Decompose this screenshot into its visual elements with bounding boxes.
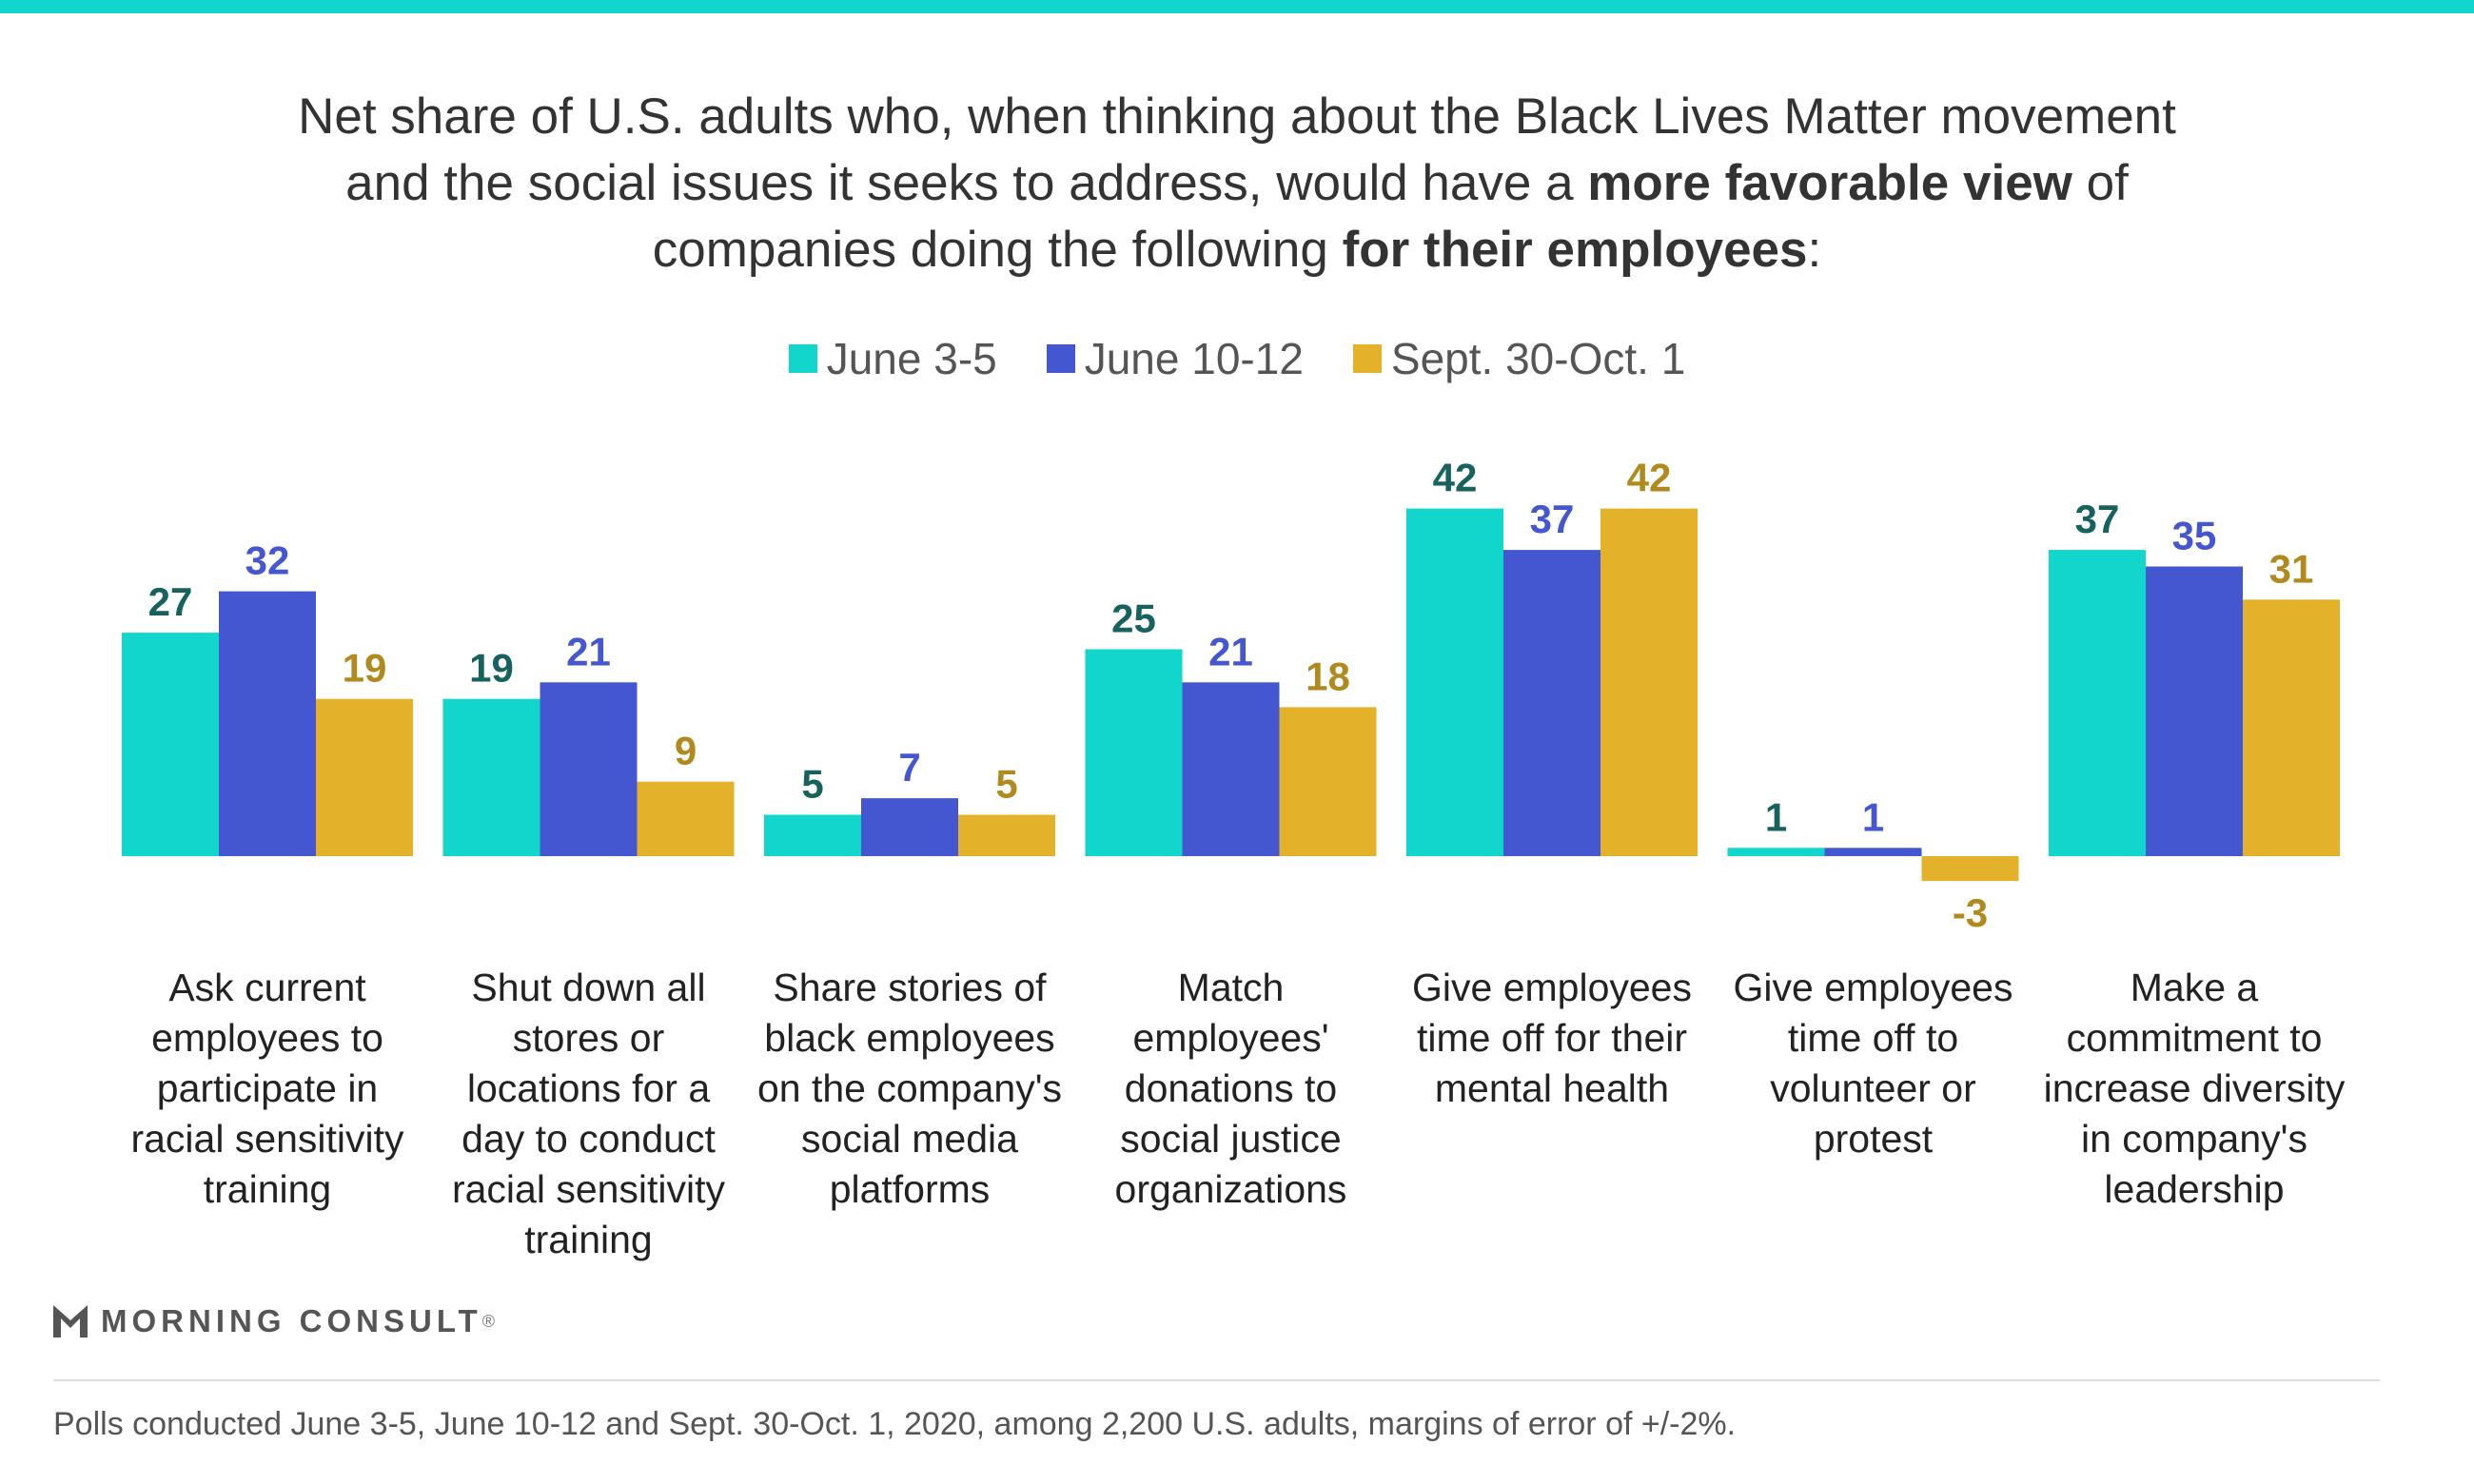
- bar-value-label: 7: [898, 745, 920, 790]
- legend-swatch: [788, 344, 817, 373]
- bar-value-label: 25: [1111, 596, 1156, 641]
- category-label: Shut down all stores or locations for a day…: [452, 966, 726, 1261]
- bar: [2049, 550, 2146, 856]
- category-label: Make a commitment to increase diversity in …: [2044, 966, 2346, 1211]
- legend-label: June 10-12: [1084, 334, 1304, 383]
- bar: [1600, 508, 1698, 856]
- bar: [1824, 848, 1922, 856]
- bar-value-label: 18: [1306, 654, 1350, 698]
- bar-value-label: 9: [675, 729, 697, 773]
- bar-value-label: 21: [1208, 629, 1253, 674]
- footnote: Polls conducted June 3-5, June 10-12 and…: [53, 1406, 1737, 1442]
- bar: [2146, 566, 2243, 856]
- bar-value-label: 27: [148, 579, 193, 624]
- morning-consult-logo-icon: [53, 1305, 88, 1338]
- bar: [764, 814, 861, 856]
- category-label: Ask current employees to participate in rac…: [130, 966, 404, 1211]
- bar: [861, 798, 958, 856]
- bar: [219, 591, 316, 856]
- brand-logo: MORNING CONSULT ®: [53, 1303, 495, 1339]
- legend-item-sept-30-oct-1: Sept. 30-Oct. 1: [1352, 333, 1686, 384]
- brand-name: MORNING CONSULT: [101, 1303, 482, 1338]
- bar: [1727, 848, 1825, 856]
- bar-value-label: 5: [801, 762, 823, 807]
- bar: [540, 682, 638, 856]
- category-label: Share stories of black employees on the co…: [757, 966, 1062, 1211]
- bar-value-label: 42: [1627, 456, 1672, 500]
- bar: [1503, 550, 1600, 856]
- top-accent-bar: [0, 0, 2474, 13]
- bar-value-label: 35: [2172, 514, 2217, 558]
- bar-value-label: 37: [2075, 497, 2120, 541]
- chart-legend: June 3-5 June 10-12 Sept. 30-Oct. 1: [0, 333, 2474, 384]
- bar: [442, 698, 540, 856]
- bar-value-label: 1: [1862, 794, 1884, 839]
- category-label: Give employees time off to volunteer or pro…: [1734, 966, 2013, 1161]
- legend-item-june-3-5: June 3-5: [788, 333, 997, 384]
- legend-swatch: [1046, 344, 1075, 373]
- bar-value-label: -3: [1953, 890, 1988, 935]
- bar-value-label: 37: [1530, 497, 1575, 541]
- bar: [1279, 707, 1377, 856]
- brand-registered-mark: ®: [481, 1311, 495, 1331]
- bar: [637, 781, 735, 856]
- bar-value-label: 5: [995, 762, 1017, 807]
- category-label: Give employees time off for their mental h…: [1412, 966, 1692, 1110]
- bar-value-label: 19: [469, 646, 514, 691]
- footer-divider: [53, 1379, 2380, 1381]
- bar: [316, 698, 413, 856]
- bar-value-label: 42: [1433, 456, 1478, 500]
- bar-value-label: 1: [1765, 794, 1787, 839]
- legend-label: June 3-5: [826, 334, 997, 383]
- chart-title: Net share of U.S. adults who, when think…: [298, 88, 2176, 278]
- legend-swatch: [1352, 344, 1382, 373]
- bar-value-label: 21: [566, 629, 611, 674]
- bar: [1085, 649, 1183, 856]
- bar: [958, 814, 1055, 856]
- bar-value-label: 19: [343, 646, 387, 691]
- bar: [1921, 856, 2019, 882]
- legend-item-june-10-12: June 10-12: [1046, 333, 1304, 384]
- category-label: Match employees' donations to social justic…: [1115, 966, 1347, 1211]
- legend-label: Sept. 30-Oct. 1: [1390, 334, 1686, 383]
- bar: [1182, 682, 1280, 856]
- bar-value-label: 31: [2269, 546, 2314, 591]
- bar: [1406, 508, 1503, 856]
- bar: [122, 633, 219, 856]
- bar-value-label: 32: [245, 538, 290, 583]
- bar: [2243, 599, 2340, 856]
